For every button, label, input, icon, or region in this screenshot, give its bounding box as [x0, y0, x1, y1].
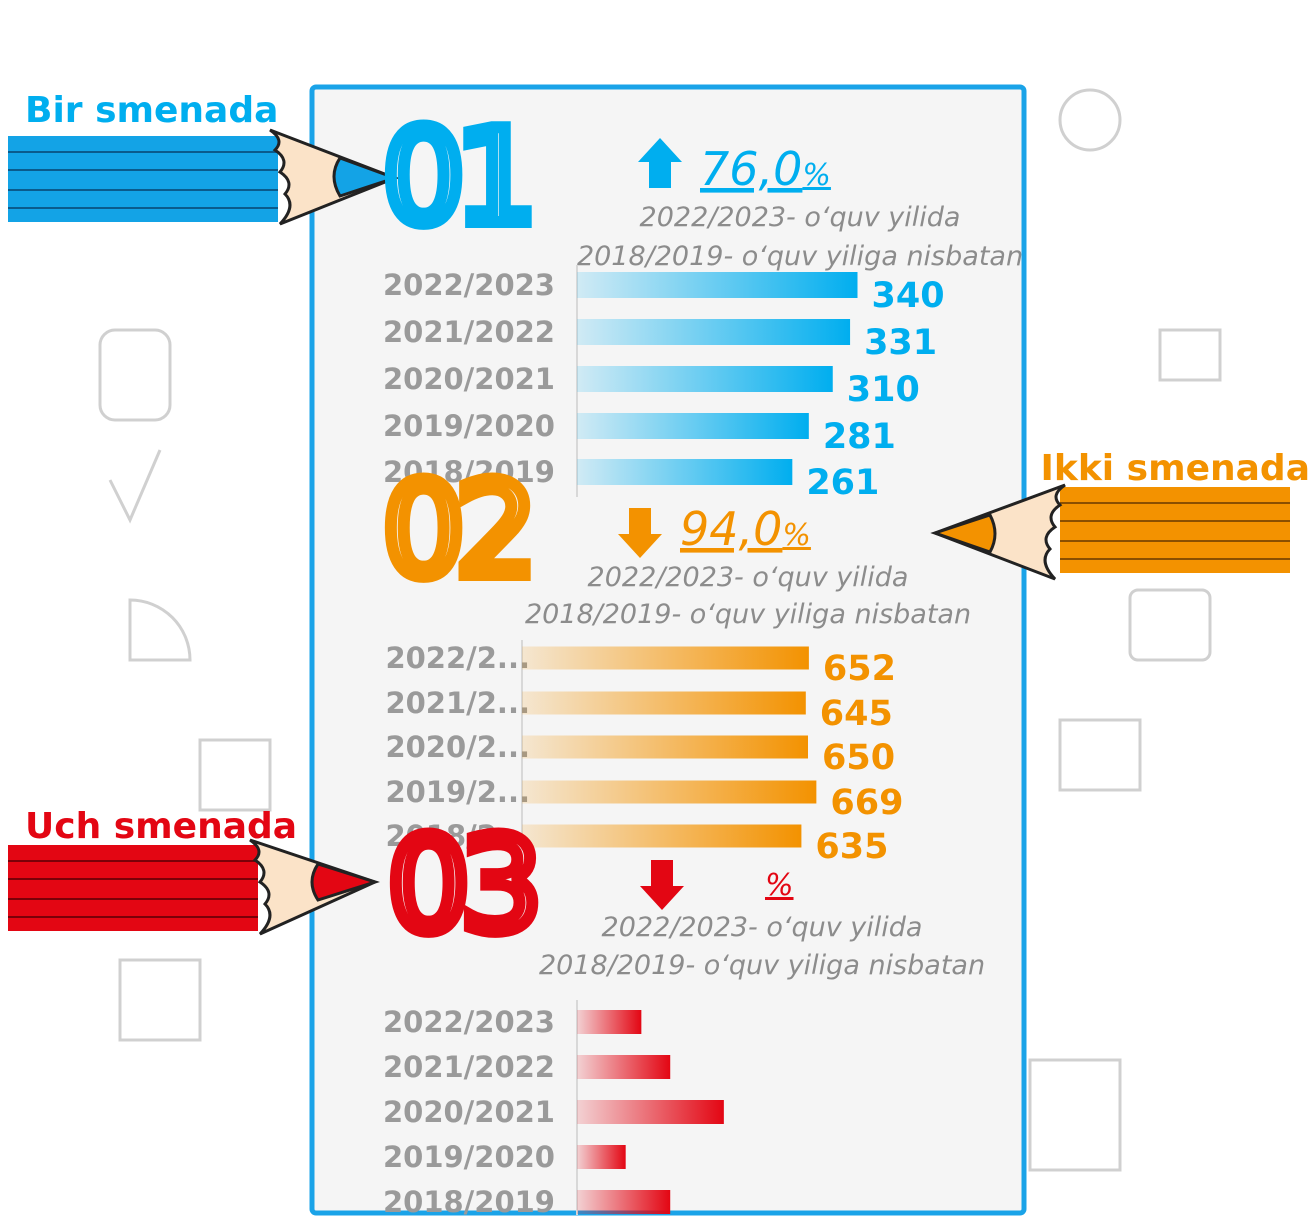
section-label: Ikki smenada [1041, 448, 1311, 489]
value-label: 340 [872, 276, 945, 316]
subtitle-line: 2022/2023- o‘quv yilida [640, 202, 961, 233]
section-number: 01 [382, 101, 527, 253]
value-label: 645 [820, 694, 893, 734]
category-label: 2022/2023 [383, 1005, 555, 1039]
percent-sign: % [765, 868, 794, 903]
subtitle-line: 2018/2019- o‘quv yiliga nisbatan [539, 950, 985, 981]
section-label: Bir smenada [25, 90, 278, 131]
bar [577, 366, 833, 392]
bar [577, 272, 858, 298]
value-label: 652 [823, 649, 896, 689]
category-label: 2018/2019 [383, 455, 555, 489]
percent-value: 94,0 [680, 502, 782, 556]
bar [577, 1055, 671, 1079]
category-label: 2019/2... [385, 775, 530, 809]
pencil-red [8, 838, 380, 936]
bar [522, 780, 817, 804]
bar [577, 1145, 626, 1169]
category-label: 2021/2022 [383, 315, 555, 349]
category-label: 2019/2020 [383, 409, 555, 443]
pencil-blue [8, 128, 400, 226]
value-label: 331 [864, 323, 937, 363]
subtitle-line: 2018/2019- o‘quv yiliga nisbatan [525, 599, 971, 630]
percent-sign: % [802, 158, 831, 193]
category-label: 2020/2021 [383, 1095, 555, 1129]
category-label: 2020/2021 [383, 362, 555, 396]
percent-value: 76,0 [700, 142, 802, 196]
category-label: 2021/2... [385, 686, 530, 720]
category-label: 2022/2023 [383, 268, 555, 302]
trend-arrow [618, 508, 662, 558]
value-label: 650 [822, 738, 895, 778]
bar [522, 735, 808, 759]
section-label: Uch smenada [25, 806, 297, 847]
bar [577, 1010, 642, 1034]
category-label: 2020/2... [385, 730, 530, 764]
trend-arrow [640, 860, 684, 910]
value-label: 261 [806, 463, 879, 503]
bar [522, 824, 802, 848]
bar [577, 1100, 724, 1124]
section-number: 03 [387, 809, 533, 961]
category-label: 2021/2022 [383, 1050, 555, 1084]
category-label: 2019/2020 [383, 1140, 555, 1174]
section-number: 02 [382, 454, 527, 606]
subtitle-line: 2022/2023- o‘quv yilida [602, 912, 923, 943]
subtitle-line: 2018/2019- o‘quv yiliga nisbatan [577, 241, 1023, 272]
value-label: 281 [823, 417, 896, 457]
percent: 94,0% [680, 502, 811, 556]
value-label: 310 [847, 370, 920, 410]
trend-arrow [638, 138, 682, 188]
bar [577, 413, 809, 439]
bar [522, 691, 806, 715]
bar [577, 459, 793, 485]
bar [577, 319, 851, 345]
category-label: 2022/2... [385, 641, 530, 675]
percent: 76,0% [700, 142, 831, 196]
value-label: 635 [815, 827, 888, 867]
percent-sign: % [782, 518, 811, 553]
pencil-orange [930, 483, 1290, 581]
category-label: 2018/2... [385, 819, 530, 853]
doodles [98, 88, 1222, 1172]
bar [577, 1190, 671, 1214]
percent: % [765, 868, 794, 903]
value-label: 669 [830, 783, 903, 823]
subtitle-line: 2022/2023- o‘quv yilida [588, 562, 909, 593]
bar [522, 646, 809, 670]
category-label: 2018/2019 [383, 1185, 555, 1219]
